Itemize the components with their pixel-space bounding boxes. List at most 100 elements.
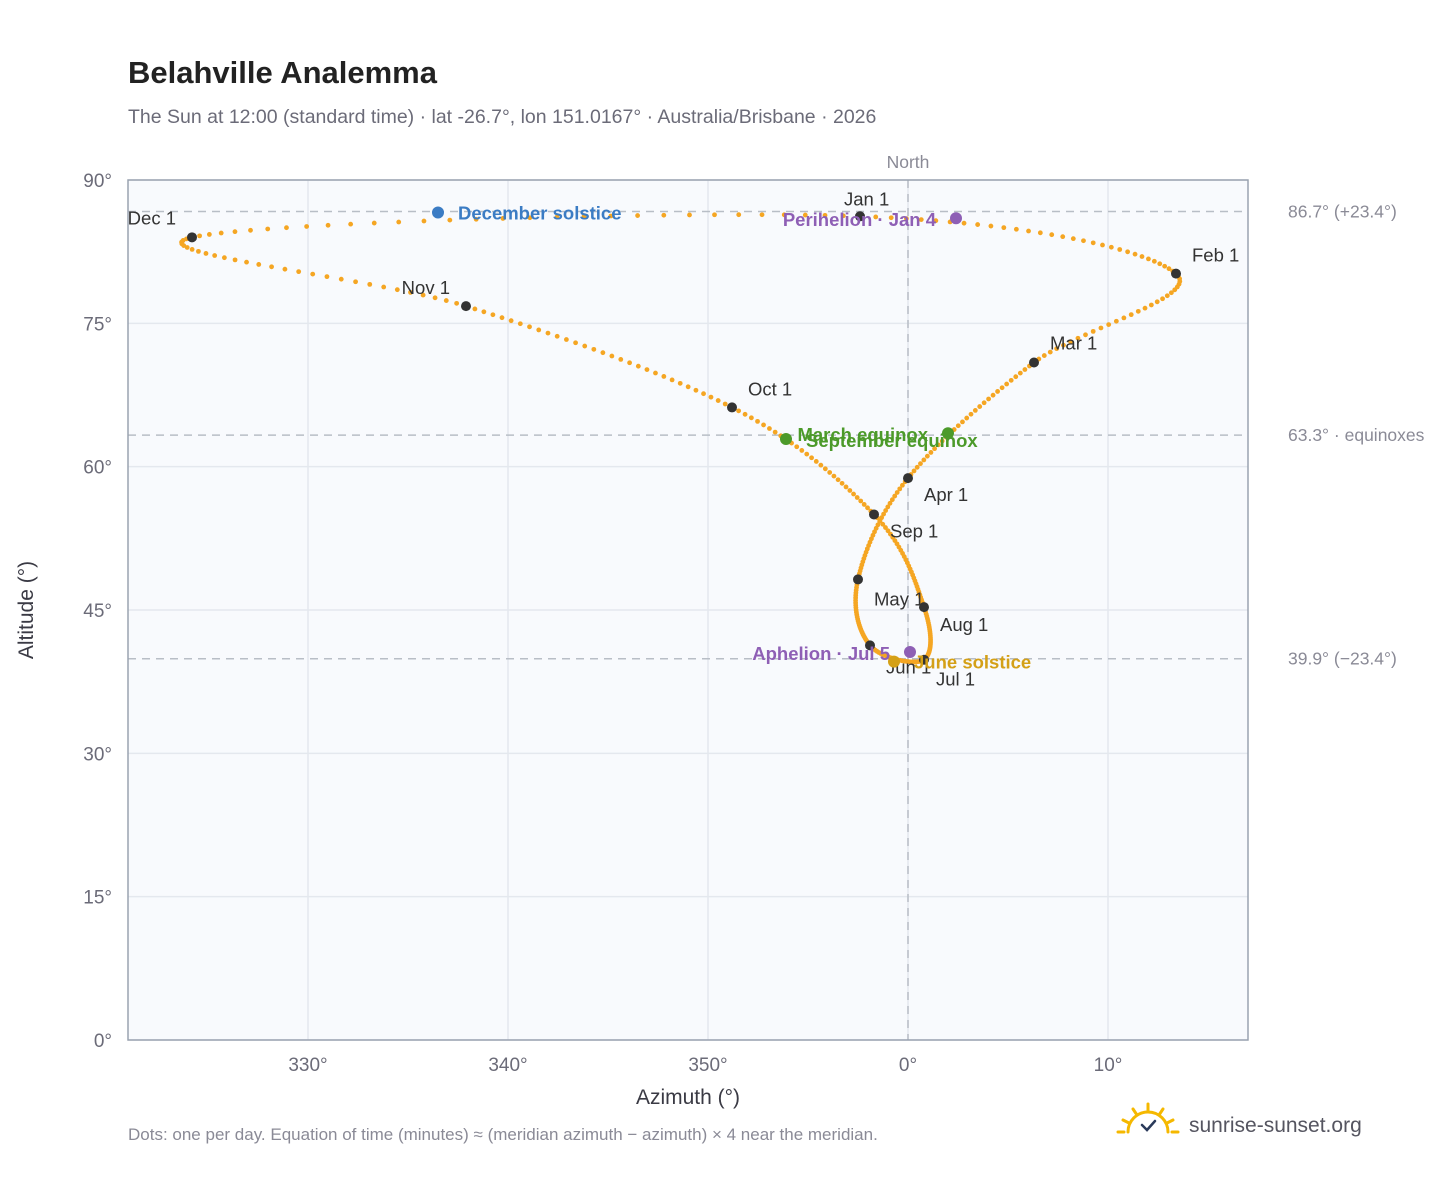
daily-dot <box>608 213 614 219</box>
daily-dot <box>1008 377 1014 383</box>
daily-dot <box>197 233 202 239</box>
daily-dot <box>256 262 262 267</box>
reference-line-label: 86.7° (+23.4°) <box>1288 202 1397 222</box>
daily-dot <box>635 363 641 369</box>
plot-frame <box>127 179 1249 1041</box>
event-markers: December solstice Perihelion · Jan 4 March… <box>432 202 1031 673</box>
daily-dot <box>831 473 837 479</box>
month-label: Aug 1 <box>940 614 988 635</box>
daily-dot <box>1151 258 1157 264</box>
x-axis-label: Azimuth (°) <box>636 1086 740 1109</box>
daily-dot <box>1001 225 1007 231</box>
x-tick-label: 10° <box>1094 1055 1123 1076</box>
daily-dot <box>767 426 772 431</box>
daily-dot <box>1060 234 1066 240</box>
daily-dot <box>883 525 888 530</box>
daily-dot <box>635 213 640 218</box>
daily-dot <box>353 279 358 285</box>
daily-dot <box>881 511 886 517</box>
daily-dot <box>367 281 373 287</box>
daily-dot <box>563 337 569 342</box>
daily-dot <box>794 444 800 450</box>
event-marker <box>888 655 900 668</box>
month-label: May 1 <box>874 588 924 609</box>
grid <box>128 179 1248 1041</box>
daily-dot <box>394 287 400 293</box>
daily-dot <box>189 246 195 252</box>
month-marker <box>461 301 471 312</box>
daily-dot <box>701 391 706 397</box>
daily-dot <box>918 217 924 222</box>
month-marker <box>1171 268 1181 279</box>
month-marker <box>727 402 737 413</box>
daily-dot <box>325 222 331 228</box>
event-marker <box>780 432 792 445</box>
event-label: June solstice <box>914 652 1031 673</box>
daily-dot <box>813 459 819 464</box>
daily-dot <box>928 450 934 455</box>
daily-dot <box>889 497 895 503</box>
daily-dot <box>955 423 961 429</box>
daily-dot <box>977 404 983 409</box>
event-marker <box>432 206 444 219</box>
month-marker <box>865 640 875 651</box>
month-marker <box>869 509 879 520</box>
month-marker <box>1029 357 1039 368</box>
daily-dot <box>371 220 377 226</box>
daily-dot <box>221 255 227 261</box>
daily-dot <box>858 498 864 504</box>
daily-dot <box>781 212 787 218</box>
daily-dot <box>887 500 893 506</box>
event-label: September equinox <box>806 430 978 451</box>
event-label: March equinox <box>797 424 928 445</box>
daily-dot <box>1166 266 1172 272</box>
daily-dot <box>873 214 879 220</box>
daily-dot <box>847 488 853 493</box>
daily-dot <box>1070 236 1076 242</box>
daily-dot <box>527 215 533 221</box>
daily-dot <box>761 422 766 428</box>
daily-dot <box>1017 370 1023 376</box>
daily-dot <box>581 214 587 219</box>
month-label: Sep 1 <box>890 520 938 541</box>
daily-dot <box>742 411 748 417</box>
y-axis-ticks: 0° 15° 30° 45° 60° 75° 90° <box>83 171 112 1052</box>
daily-dot <box>975 222 981 227</box>
daily-dot <box>454 300 460 306</box>
daily-dot <box>508 318 514 324</box>
y-tick-label: 90° <box>83 171 112 192</box>
daily-dot <box>972 407 978 413</box>
daily-dot <box>338 276 344 282</box>
daily-dot <box>1049 232 1055 238</box>
daily-dot <box>804 451 810 457</box>
daily-dot <box>310 271 316 277</box>
month-marker <box>919 654 929 665</box>
daily-dot <box>759 212 765 218</box>
daily-dot <box>939 438 945 444</box>
daily-dot <box>472 306 478 312</box>
daily-dot <box>1054 346 1060 352</box>
north-label: North <box>887 152 930 172</box>
daily-dot <box>609 353 615 359</box>
daily-dot <box>708 394 714 400</box>
check-icon <box>1140 1119 1157 1132</box>
daily-dot <box>880 521 886 527</box>
daily-dot <box>914 464 920 470</box>
daily-dot <box>748 415 754 421</box>
daily-dot <box>196 248 201 254</box>
daily-dot <box>443 298 449 303</box>
daily-dot <box>1068 339 1073 345</box>
x-tick-label: 0° <box>899 1055 917 1076</box>
daily-dot <box>248 227 253 233</box>
daily-dot <box>988 223 994 229</box>
x-tick-label: 350° <box>688 1055 727 1076</box>
brand-name: sunrise-sunset.org <box>1189 1114 1362 1137</box>
month-label: Jan 1 <box>844 188 889 209</box>
daily-dot <box>1162 263 1168 269</box>
month-marker <box>187 232 197 243</box>
daily-dot <box>296 269 302 275</box>
y-axis-label: Altitude (°) <box>15 561 38 659</box>
daily-dot <box>851 491 856 497</box>
